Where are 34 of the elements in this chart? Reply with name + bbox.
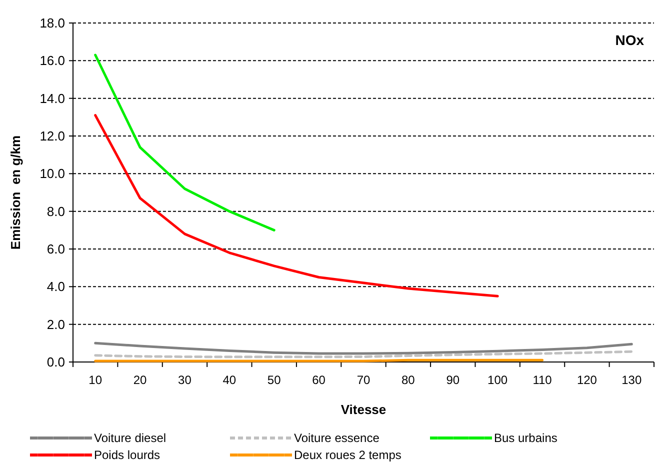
x-tick-label: 10 — [88, 373, 102, 387]
x-tick-label: 50 — [267, 373, 282, 387]
x-tick-label: 60 — [312, 373, 326, 387]
y-tick-label: 2.0 — [46, 316, 65, 332]
x-tick-label: 90 — [446, 373, 460, 387]
legend-label: Bus urbains — [494, 431, 558, 446]
x-tick-label: 100 — [488, 373, 508, 387]
y-tick-label: 8.0 — [46, 204, 65, 219]
y-tick-label: 14.0 — [40, 90, 65, 106]
line-series — [94, 114, 499, 298]
line-series — [94, 54, 276, 232]
line-series — [94, 342, 633, 355]
x-tick-label: 70 — [356, 373, 370, 387]
y-tick-label: 18.0 — [40, 16, 65, 31]
legend-label: Voiture essence — [294, 431, 380, 446]
x-tick-label: 20 — [133, 373, 148, 387]
x-tick-label: 30 — [178, 373, 192, 387]
x-axis-title: Vitesse — [340, 402, 386, 417]
x-tick-label: 120 — [576, 373, 598, 387]
text: NOx — [615, 32, 644, 48]
y-tick-label: 12.0 — [40, 128, 65, 144]
x-tick-label: 80 — [402, 373, 416, 387]
legend-label: Poids lourds — [94, 448, 160, 462]
y-tick-label: 6.0 — [46, 242, 65, 257]
legend-label: Voiture diesel — [94, 431, 166, 446]
y-tick-label: 16.0 — [40, 53, 65, 68]
x-tick-label: 110 — [532, 373, 552, 387]
y-tick-label: 0.0 — [46, 354, 65, 370]
x-tick-label: 130 — [622, 373, 642, 387]
y-axis-title: Emission en g/km — [8, 135, 23, 250]
x-tick-label: 40 — [222, 373, 236, 387]
y-tick-label: 4.0 — [46, 279, 65, 294]
y-tick-label: 10.0 — [40, 166, 65, 182]
legend-label: Deux roues 2 temps — [294, 448, 402, 462]
